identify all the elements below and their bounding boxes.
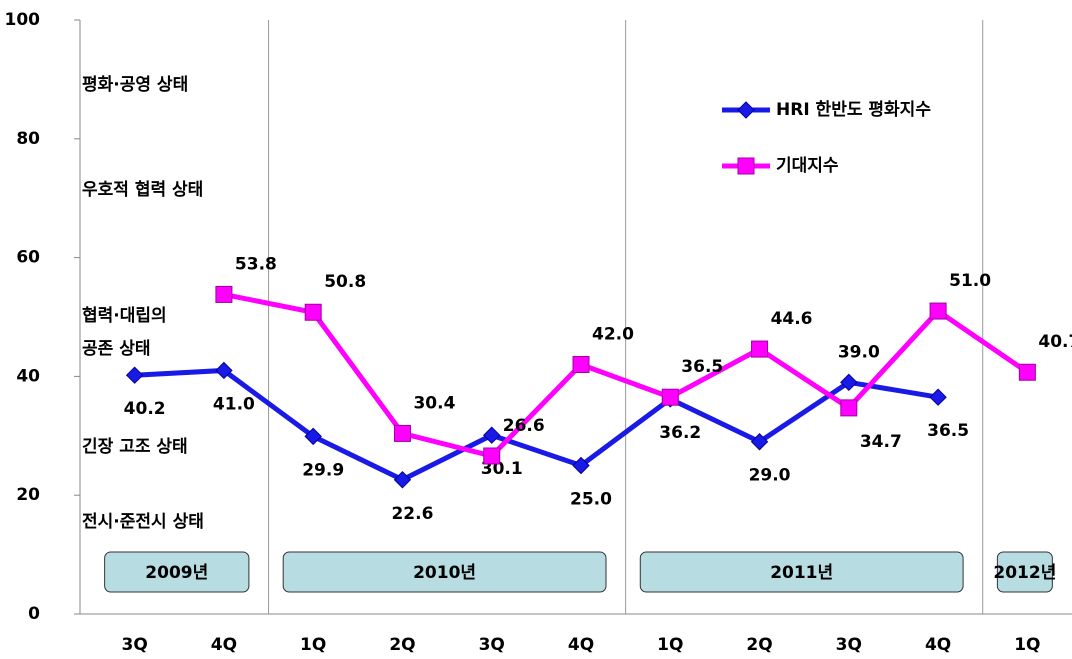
point bbox=[483, 426, 501, 444]
point bbox=[572, 356, 590, 374]
value-label: 40.7 bbox=[1038, 332, 1072, 352]
x-tick-label: 2Q bbox=[389, 635, 415, 655]
x-tick-label: 4Q bbox=[211, 635, 237, 655]
y-tick-label: 100 bbox=[5, 10, 41, 30]
x-tick-label: 3Q bbox=[121, 635, 147, 655]
y-tick-label: 0 bbox=[28, 604, 40, 624]
series-line bbox=[134, 367, 939, 483]
zone-label: 협력·대립의 bbox=[82, 305, 167, 326]
value-label: 30.4 bbox=[413, 393, 455, 413]
series-line bbox=[223, 291, 1029, 459]
point bbox=[483, 447, 501, 465]
legend-label: 기대지수 bbox=[776, 156, 839, 176]
point bbox=[737, 101, 755, 119]
point bbox=[929, 388, 947, 406]
value-label: 39.0 bbox=[838, 342, 880, 362]
point bbox=[304, 303, 322, 321]
point bbox=[1018, 363, 1036, 381]
zone-label: 전시·준전시 상태 bbox=[82, 512, 204, 532]
year-label: 2009년 bbox=[145, 563, 208, 583]
point bbox=[393, 424, 411, 442]
zone-label: 긴장 고조 상태 bbox=[82, 437, 188, 457]
value-label: 53.8 bbox=[235, 254, 277, 274]
x-tick-label: 3Q bbox=[836, 635, 862, 655]
x-tick-label: 1Q bbox=[300, 635, 326, 655]
value-label: 26.6 bbox=[503, 416, 545, 436]
x-tick-label: 4Q bbox=[568, 635, 594, 655]
x-tick-label: 1Q bbox=[657, 635, 683, 655]
zone-label: 공존 상태 bbox=[82, 339, 150, 359]
y-tick-label: 20 bbox=[16, 485, 40, 505]
year-label: 2012년 bbox=[993, 563, 1056, 583]
value-label: 36.2 bbox=[659, 423, 701, 443]
year-box bbox=[104, 551, 250, 593]
value-label: 42.0 bbox=[592, 325, 634, 345]
point bbox=[840, 373, 858, 392]
x-tick-label: 1Q bbox=[1014, 635, 1040, 655]
value-label: 22.6 bbox=[391, 504, 433, 524]
point bbox=[393, 471, 412, 489]
point bbox=[215, 361, 233, 380]
point bbox=[661, 388, 679, 406]
year-label: 2010년 bbox=[413, 563, 476, 583]
value-label: 25.0 bbox=[570, 490, 612, 510]
year-box bbox=[282, 551, 607, 593]
year-label: 2011년 bbox=[770, 563, 833, 583]
value-label: 34.7 bbox=[860, 432, 902, 452]
x-tick-label: 3Q bbox=[479, 635, 505, 655]
value-label: 41.0 bbox=[213, 394, 255, 414]
value-label: 51.0 bbox=[949, 271, 991, 291]
year-box bbox=[639, 551, 964, 593]
point bbox=[215, 285, 233, 303]
point bbox=[840, 399, 858, 417]
y-tick-label: 80 bbox=[16, 129, 40, 149]
point bbox=[737, 157, 755, 175]
x-tick-label: 4Q bbox=[925, 635, 951, 655]
value-label: 36.5 bbox=[681, 357, 723, 377]
year-box bbox=[996, 551, 1053, 593]
legend-label: HRI 한반도 평화지수 bbox=[776, 100, 931, 120]
value-label: 40.2 bbox=[124, 399, 166, 419]
point bbox=[572, 456, 590, 475]
value-label: 29.9 bbox=[302, 460, 344, 480]
y-tick-label: 40 bbox=[16, 366, 40, 386]
y-tick-label: 60 bbox=[16, 248, 40, 268]
point bbox=[125, 366, 144, 384]
point bbox=[304, 427, 322, 446]
value-label: 29.0 bbox=[749, 466, 791, 486]
value-label: 44.6 bbox=[771, 309, 813, 329]
point bbox=[929, 302, 947, 320]
point bbox=[750, 433, 769, 451]
point bbox=[751, 340, 769, 358]
x-tick-label: 2Q bbox=[746, 635, 772, 655]
zone-label: 우호적 협력 상태 bbox=[82, 179, 203, 200]
zone-label: 평화·공영 상태 bbox=[82, 75, 188, 95]
value-label: 50.8 bbox=[324, 272, 366, 292]
value-label: 36.5 bbox=[927, 421, 969, 441]
